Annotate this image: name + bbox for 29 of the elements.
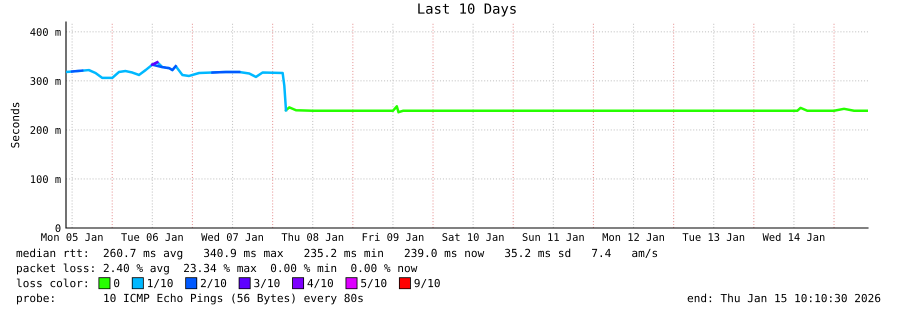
y-tick-label: 200 m	[30, 126, 61, 134]
text: probe: 10 ICMP Echo Pings (56 Bytes) every 80s	[17, 294, 363, 304]
x-tick-label: Wed 07 Jan	[201, 232, 263, 241]
legend-label: 4/10	[308, 278, 333, 288]
y-tick-label: 100 m	[31, 175, 61, 184]
x-tick-label: Thu 08 Jan	[282, 232, 344, 241]
y-tick-label: 300 m	[30, 77, 61, 85]
y-axis-title: Seconds	[10, 102, 20, 148]
text: packet loss: 2.40 % avg 23.34 % max 0.00 % min 0.00 % now	[17, 264, 418, 274]
x-tick-label: Tue 13 Jan	[682, 233, 744, 241]
x-tick-label: Wed 14 Jan	[762, 232, 824, 241]
x-tick-label: Fri 09 Jan	[362, 232, 424, 241]
legend-label: 0	[114, 278, 120, 288]
x-tick-label: Sun 11 Jan	[522, 233, 584, 241]
legend-title: loss color:	[16, 278, 87, 288]
legend-label: 9/10	[414, 278, 440, 288]
legend-label: 1/10	[148, 278, 173, 288]
x-tick-label: Mon 05 Jan	[41, 233, 103, 241]
legend-label: 3/10	[254, 278, 280, 288]
legend-label: 2/10	[200, 278, 226, 288]
x-tick-label: Mon 12 Jan	[602, 233, 664, 241]
y-tick-label: 400 m	[30, 28, 61, 36]
text: end: Thu Jan 15 10:10:30 2026	[688, 294, 880, 302]
x-tick-label: Tue 06 Jan	[121, 233, 183, 241]
x-tick-label: Sat 10 Jan	[442, 233, 504, 241]
text: median rtt: 260.7 ms avg 340.9 ms max 235.2 ms min 239.0 ms now 35.2 ms sd 7.4 am/s	[16, 248, 658, 260]
chart-title: Last 10 Days	[418, 3, 516, 17]
y-tick-label: 0	[56, 224, 60, 232]
legend-label: 5/10	[361, 278, 386, 288]
